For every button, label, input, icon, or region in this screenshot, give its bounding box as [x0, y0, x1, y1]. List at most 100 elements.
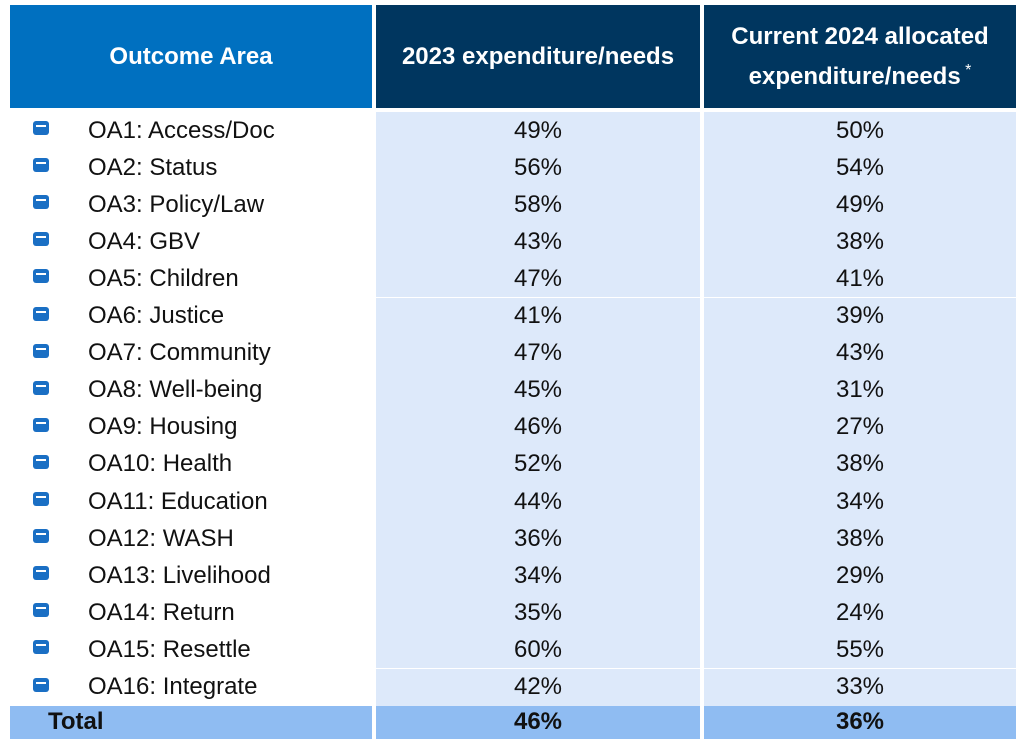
- icon: [33, 677, 49, 692]
- value-cell-text: 43%: [835, 339, 885, 367]
- value-cell-text: 44%: [513, 487, 563, 515]
- row-label: OA6: Justice: [10, 298, 372, 335]
- row-label-text: OA15: Resettle: [88, 635, 251, 663]
- value-cell-text: 47%: [513, 339, 563, 367]
- row-label: OA16: Integrate: [10, 669, 372, 706]
- value-cell-text: 49%: [513, 116, 563, 144]
- value-cell: 42%: [376, 668, 700, 706]
- icon: [33, 195, 49, 210]
- icon: [33, 640, 49, 655]
- value-cell: 54%: [704, 149, 1016, 187]
- row-label-text: OA3: Policy/Law: [88, 190, 265, 218]
- value-cell: 50%: [704, 112, 1016, 150]
- value-cell: 27%: [704, 408, 1016, 446]
- value-cell-text: 58%: [513, 190, 563, 218]
- row-label-text: OA4: GBV: [88, 227, 201, 255]
- row-label: OA3: Policy/Law: [10, 186, 372, 223]
- value-cell: 58%: [376, 186, 700, 224]
- total-label-text: Total: [48, 708, 104, 736]
- total-cell-text: 36%: [835, 708, 885, 736]
- row-label: OA14: Return: [10, 594, 372, 631]
- row-label-text: OA6: Justice: [88, 302, 225, 330]
- row-label: OA15: Resettle: [10, 631, 372, 668]
- icon: [33, 380, 49, 395]
- value-cell-text: 33%: [835, 673, 885, 701]
- value-cell-text: 52%: [513, 450, 563, 478]
- value-cell: 45%: [376, 371, 700, 409]
- value-cell: 60%: [376, 631, 700, 669]
- value-cell-text: 56%: [513, 153, 563, 181]
- icon: [33, 306, 49, 321]
- value-cell-text: 24%: [835, 598, 885, 626]
- value-cell-text: 38%: [835, 524, 885, 552]
- value-cell: 38%: [704, 445, 1016, 483]
- value-cell: 49%: [704, 186, 1016, 224]
- row-label-text: OA1: Access/Doc: [88, 116, 275, 144]
- row-label: OA1: Access/Doc: [10, 112, 372, 149]
- header-cell: Current 2024 allocated expenditure/needs…: [704, 5, 1016, 108]
- total-cell-text: 46%: [513, 708, 563, 736]
- value-cell-text: 29%: [835, 561, 885, 589]
- row-label-text: OA8: Well-being: [88, 376, 263, 404]
- value-cell: 36%: [376, 520, 700, 558]
- icon: [33, 603, 49, 618]
- header-cell-text: Outcome Area: [109, 42, 273, 70]
- row-label: OA4: GBV: [10, 223, 372, 260]
- row-label: OA7: Community: [10, 335, 372, 372]
- icon: [33, 454, 49, 469]
- value-cell-text: 50%: [835, 116, 885, 144]
- row-label-text: OA7: Community: [88, 339, 271, 367]
- row-label: OA2: Status: [10, 149, 372, 186]
- value-cell: 41%: [376, 297, 700, 335]
- value-cell: 34%: [704, 483, 1016, 521]
- value-cell: 47%: [376, 260, 700, 298]
- value-cell-text: 43%: [513, 227, 563, 255]
- value-cell-text: 42%: [513, 673, 563, 701]
- row-label: OA9: Housing: [10, 409, 372, 446]
- row-label-text: OA9: Housing: [88, 413, 238, 441]
- row-label: OA13: Livelihood: [10, 557, 372, 594]
- header-cell-text: Current 2024 allocated expenditure/needs…: [731, 22, 989, 90]
- value-cell: 38%: [704, 223, 1016, 261]
- value-cell: 39%: [704, 297, 1016, 335]
- header-cell-text: 2023 expenditure/needs: [401, 42, 675, 70]
- value-cell-text: 41%: [835, 264, 885, 292]
- value-cell-text: 38%: [835, 450, 885, 478]
- icon: [33, 417, 49, 432]
- row-label: OA8: Well-being: [10, 372, 372, 409]
- row-label-text: OA16: Integrate: [88, 673, 258, 701]
- value-cell-text: 38%: [835, 227, 885, 255]
- total-cell: 36%: [704, 705, 1016, 739]
- value-cell-text: 45%: [513, 376, 563, 404]
- row-label: OA10: Health: [10, 446, 372, 483]
- row-label-text: OA10: Health: [88, 450, 233, 478]
- value-cell: 46%: [376, 408, 700, 446]
- value-cell-text: 39%: [835, 302, 885, 330]
- row-label: OA12: WASH: [10, 520, 372, 557]
- row-label: OA5: Children: [10, 260, 372, 297]
- icon: [33, 529, 49, 544]
- row-label: OA11: Education: [10, 483, 372, 520]
- row-label-text: OA13: Livelihood: [88, 561, 271, 589]
- row-label-text: OA11: Education: [88, 487, 268, 515]
- header-cell: Outcome Area: [10, 5, 372, 108]
- value-cell: 31%: [704, 371, 1016, 409]
- value-cell-text: 36%: [513, 524, 563, 552]
- total-label: Total: [10, 705, 372, 739]
- value-cell-text: 31%: [835, 376, 885, 404]
- value-cell: 33%: [704, 668, 1016, 706]
- value-cell-text: 34%: [513, 561, 563, 589]
- value-cell: 43%: [376, 223, 700, 261]
- value-cell: 56%: [376, 149, 700, 187]
- value-cell-text: 49%: [835, 190, 885, 218]
- row-label-text: OA2: Status: [88, 153, 218, 181]
- value-cell-text: 41%: [513, 302, 563, 330]
- icon: [33, 566, 49, 581]
- icon: [33, 492, 49, 506]
- icon: [33, 158, 49, 173]
- value-cell: 29%: [704, 557, 1016, 595]
- header-cell: 2023 expenditure/needs: [376, 5, 700, 108]
- value-cell: 24%: [704, 594, 1016, 632]
- row-label-text: OA12: WASH: [88, 524, 234, 552]
- value-cell: 38%: [704, 520, 1016, 558]
